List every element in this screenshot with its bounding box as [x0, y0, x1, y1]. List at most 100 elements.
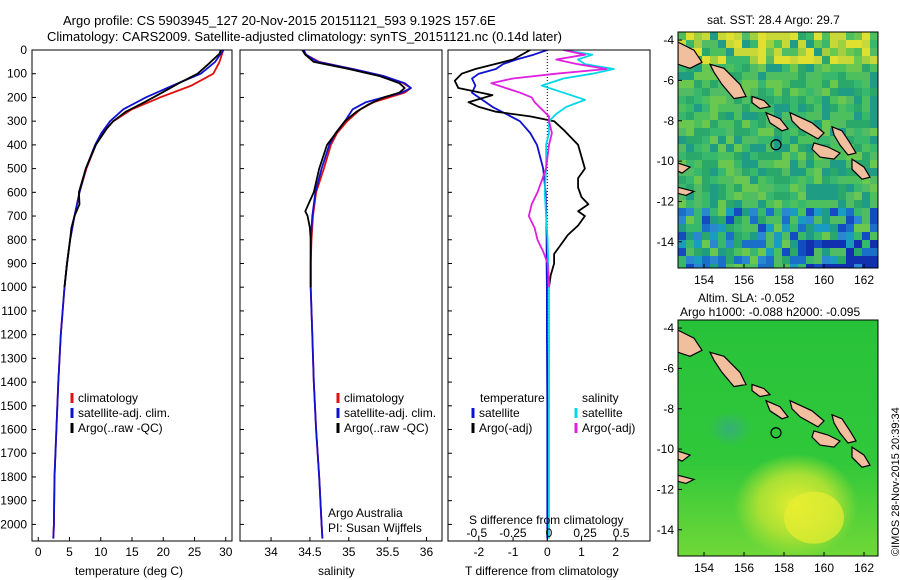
sst-cell	[782, 128, 790, 136]
depth-tick-label: 600	[7, 185, 27, 199]
sst-cell	[758, 128, 766, 136]
sst-cell	[726, 128, 734, 136]
sst-cell	[790, 160, 798, 168]
sst-cell	[726, 248, 734, 256]
sst-cell	[790, 248, 798, 256]
sst-cell	[814, 112, 822, 120]
sst-cell	[870, 136, 878, 144]
sst-cell	[854, 240, 862, 248]
salinity-diff-tick-label: 0.25	[573, 526, 597, 540]
sst-cell	[854, 248, 862, 256]
sst-cell	[846, 56, 854, 64]
sst-cell	[790, 144, 798, 152]
sst-cell	[718, 200, 726, 208]
x-tick-label: 34.5	[298, 545, 322, 559]
sst-cell	[702, 160, 710, 168]
sst-cell	[678, 104, 686, 112]
sst-cell	[790, 240, 798, 248]
sst-cell	[782, 104, 790, 112]
sst-cell	[870, 264, 878, 268]
sst-cell	[718, 128, 726, 136]
sst-cell	[782, 136, 790, 144]
sst-cell	[846, 200, 854, 208]
sst-cell	[862, 264, 870, 268]
sst-cell	[694, 32, 702, 40]
salinity-credit-line-2: PI: Susan Wijffels	[328, 521, 422, 535]
sst-cell	[686, 168, 694, 176]
s-difference-xlabel: S difference from climatology	[469, 513, 624, 527]
sst-cell	[726, 256, 734, 264]
sst-cell	[710, 240, 718, 248]
sst-cell	[742, 264, 750, 268]
sst-cell	[870, 112, 878, 120]
x-tick-label: 0	[35, 545, 42, 559]
sst-cell	[822, 256, 830, 264]
sst-cell	[718, 152, 726, 160]
sst-cell	[702, 200, 710, 208]
sst-cell	[782, 224, 790, 232]
sst-cell	[686, 208, 694, 216]
sst-cell	[702, 120, 710, 128]
sst-cell	[710, 232, 718, 240]
sst-cell	[782, 248, 790, 256]
sst-cell	[758, 200, 766, 208]
sst-cell	[806, 96, 814, 104]
sst-cell	[862, 112, 870, 120]
sst-cell	[870, 48, 878, 56]
sst-cell	[750, 72, 758, 80]
sst-cell	[782, 152, 790, 160]
sst-cell	[750, 88, 758, 96]
sst-cell	[742, 216, 750, 224]
sst-cell	[702, 264, 710, 268]
sst-cell	[750, 176, 758, 184]
map-lat-tick-label: -12	[657, 482, 675, 496]
sst-cell	[686, 136, 694, 144]
land-island	[751, 95, 772, 110]
sst-cell	[790, 176, 798, 184]
sst-cell	[838, 176, 846, 184]
sst-cell	[742, 56, 750, 64]
sst-cell	[854, 256, 862, 264]
sst-cell	[806, 64, 814, 72]
sst-cell	[782, 168, 790, 176]
sst-cell	[830, 104, 838, 112]
sst-cell	[854, 264, 862, 268]
sst-cell	[790, 208, 798, 216]
sst-cell	[678, 120, 686, 128]
sst-cell	[758, 120, 766, 128]
sst-cell	[830, 184, 838, 192]
sst-cell	[790, 216, 798, 224]
diff-s-legend-label: Argo(-adj)	[582, 421, 635, 435]
sst-cell	[838, 120, 846, 128]
map-lat-tick-label: -12	[657, 194, 675, 208]
sst-cell	[790, 136, 798, 144]
sst-cell	[830, 40, 838, 48]
x-tick-label: 25	[188, 545, 202, 559]
sst-cell	[790, 224, 798, 232]
sst-cell	[758, 224, 766, 232]
sst-cell	[854, 96, 862, 104]
sst-cell	[870, 120, 878, 128]
diff-s-legend-label: satellite	[582, 406, 623, 420]
sst-cell	[830, 216, 838, 224]
sst-cell	[726, 192, 734, 200]
argo-position-marker	[770, 139, 782, 151]
sst-cell	[862, 40, 870, 48]
sst-cell	[774, 192, 782, 200]
sst-cell	[814, 224, 822, 232]
sst-cell	[774, 64, 782, 72]
depth-tick-label: 200	[7, 90, 27, 104]
sst-cell	[830, 136, 838, 144]
x-tick-label: 34	[264, 545, 278, 559]
sst-cell	[750, 232, 758, 240]
sst-cell	[742, 32, 750, 40]
sst-cell	[846, 152, 854, 160]
sst-cell	[790, 192, 798, 200]
sst-cell	[846, 104, 854, 112]
sst-cell	[838, 232, 846, 240]
sst-cell	[790, 40, 798, 48]
sst-cell	[702, 112, 710, 120]
sst-cell	[774, 216, 782, 224]
sst-cell	[718, 256, 726, 264]
sst-cell	[702, 80, 710, 88]
